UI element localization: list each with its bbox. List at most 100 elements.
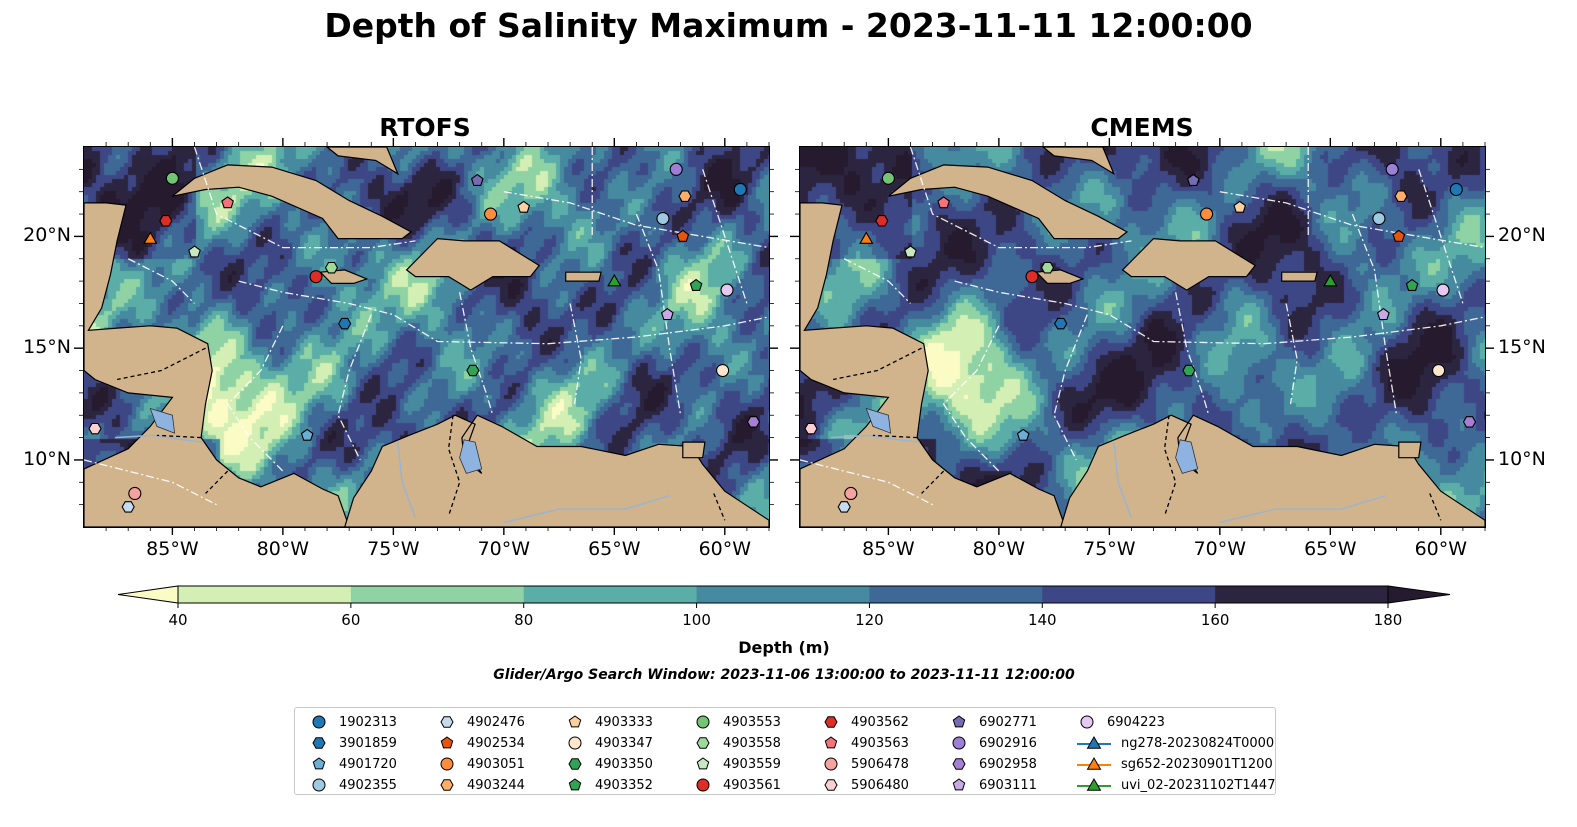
legend-label: 5906480 [851, 777, 909, 793]
legend-label: 4903347 [595, 735, 653, 751]
legend-label: 4903352 [595, 777, 653, 793]
land-mass [84, 202, 350, 527]
x-tick-label: 65°W [1304, 538, 1357, 560]
legend-item-sg652-20230901T1200: sg652-20230901T1200 [1077, 754, 1273, 774]
observation-marker-4903051 [484, 207, 498, 221]
colorbar-tick-label: 140 [1028, 611, 1057, 629]
y-tick-label: 20°N [1498, 224, 1546, 247]
eez-boundary [954, 280, 1485, 345]
y-tick-label: 15°N [23, 336, 71, 359]
legend-label: 4903562 [851, 714, 909, 730]
x-tick-label: 85°W [146, 538, 199, 560]
legend-item-4903051: 4903051 [437, 754, 525, 774]
x-tick-label: 65°W [588, 538, 641, 560]
land-mass [565, 271, 602, 282]
eez-boundary [337, 314, 372, 461]
eez-boundary [942, 325, 1000, 472]
search-window-note: Glider/Argo Search Window: 2023-11-06 13… [493, 667, 1075, 683]
observation-marker-3901859 [338, 317, 352, 330]
x-tick-label: 85°W [862, 538, 915, 560]
land-mass [344, 414, 769, 527]
observation-marker-4903563 [221, 196, 234, 209]
legend: 1902313 3901859 4901720 4902355 4902476 49025… [294, 707, 1276, 795]
legend-label: 6902771 [979, 714, 1037, 730]
legend-label: 4903553 [723, 714, 781, 730]
x-tick-label: 80°W [972, 538, 1026, 560]
eez-boundary [1418, 169, 1464, 304]
land-mass [800, 202, 1066, 527]
page-title: Depth of Salinity Maximum - 2023-11-11 1… [324, 6, 1253, 45]
colorbar: 40 60 80 100 120 140 160 180 [117, 585, 1451, 629]
legend-label: 4903563 [851, 735, 909, 751]
land-mass [405, 237, 541, 291]
legend-label: 3901859 [339, 735, 397, 751]
observation-marker-4903562 [159, 215, 173, 227]
observation-marker-4902476 [121, 501, 135, 513]
rtofs-panel-title: RTOFS [379, 113, 471, 142]
pentagon-marker-icon [952, 715, 966, 728]
observation-marker-6903111 [1376, 307, 1390, 321]
land-mass [1398, 441, 1422, 459]
x-tick-label: 60°W [698, 538, 752, 560]
legend-item-4903558: 4903558 [693, 733, 781, 753]
cmems-panel-title: CMEMS [1090, 113, 1194, 142]
observation-marker-4903347 [716, 363, 730, 378]
circle-marker-icon [440, 757, 454, 771]
x-tick-label: 60°W [1414, 538, 1468, 560]
colorbar-segment [523, 586, 698, 603]
lake [865, 407, 892, 434]
colorbar-tick-label: 40 [168, 611, 187, 629]
observation-marker-6904223 [720, 283, 734, 297]
country-border [205, 470, 229, 494]
land-mass [682, 441, 706, 459]
pentagon-marker-icon [824, 736, 838, 749]
hexagon-marker-icon [952, 758, 966, 770]
colorbar-extend-low [117, 585, 179, 604]
legend-item-4903563: 4903563 [821, 733, 909, 753]
triangle-marker-icon [1077, 736, 1111, 749]
land-mass [172, 164, 413, 240]
eez-boundary [1219, 191, 1485, 249]
eez-boundary [909, 147, 1132, 249]
river [830, 434, 920, 443]
observation-marker-5906478 [844, 486, 858, 501]
x-tick-label: 75°W [1083, 538, 1136, 560]
legend-item-3901859: 3901859 [309, 733, 397, 753]
eez-boundary [226, 325, 284, 472]
colorbar-frame [177, 585, 1389, 604]
legend-label: 6902916 [979, 735, 1037, 751]
observation-marker-4903558 [324, 261, 339, 274]
observation-marker-sg652-20230901T1200 [143, 231, 158, 244]
x-tick-label: 80°W [256, 538, 310, 560]
river [1113, 441, 1133, 519]
observation-marker-4902355 [656, 211, 670, 226]
legend-item-4902534: 4902534 [437, 733, 525, 753]
x-tick-label: 70°W [1193, 538, 1247, 560]
hexagon-marker-icon [312, 737, 326, 749]
country-border [872, 434, 918, 439]
legend-label: 4903244 [467, 777, 525, 793]
legend-item-4903244: 4903244 [437, 775, 525, 795]
country-border [833, 347, 922, 381]
legend-label: 4902355 [339, 777, 397, 793]
legend-item-4903352: 4903352 [565, 775, 653, 795]
rtofs-map [83, 146, 770, 528]
observation-marker-6902771 [470, 173, 484, 186]
colorbar-segment [178, 586, 352, 603]
pentagon-marker-icon [568, 715, 582, 728]
circle-marker-icon [696, 778, 710, 792]
observation-marker-4903244 [678, 190, 692, 202]
legend-label: 6904223 [1107, 714, 1165, 730]
legend-item-4903347: 4903347 [565, 733, 653, 753]
legend-label: 1902313 [339, 714, 397, 730]
river [397, 441, 417, 519]
observation-marker-4901720 [1016, 428, 1030, 441]
land-mass [1121, 237, 1257, 291]
observation-marker-4903558 [1040, 261, 1055, 274]
observation-marker-4903559 [904, 245, 917, 258]
observation-marker-4903559 [188, 245, 201, 258]
circle-marker-icon [1080, 715, 1094, 729]
land-mass [326, 147, 400, 176]
circle-marker-icon [312, 778, 326, 792]
country-border [156, 434, 202, 439]
